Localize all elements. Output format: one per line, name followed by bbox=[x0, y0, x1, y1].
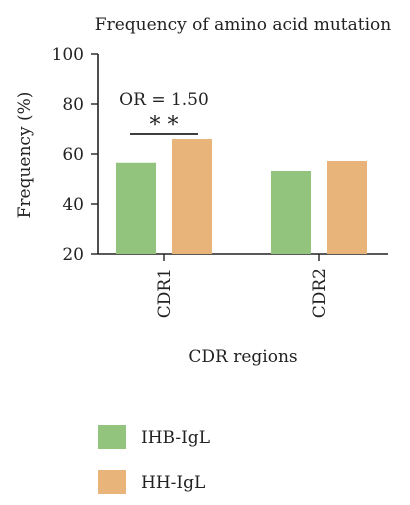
y-axis-label: Frequency (%) bbox=[15, 92, 35, 219]
y-tick-label: 40 bbox=[62, 195, 84, 215]
bar-ihb-igl-cdr2 bbox=[271, 171, 311, 254]
bar-hh-igl-cdr2 bbox=[327, 161, 367, 254]
legend-swatch-ihb-igl bbox=[98, 425, 126, 449]
legend-label-ihb-igl: IHB-IgL bbox=[141, 428, 210, 448]
y-tick-label: 60 bbox=[62, 145, 84, 165]
legend-label-hh-igl: HH-IgL bbox=[141, 473, 205, 493]
bar-hh-igl-cdr1 bbox=[172, 139, 212, 254]
x-tick-label-cdr2: CDR2 bbox=[310, 268, 330, 318]
odds-ratio-label: OR = 1.50 bbox=[119, 90, 209, 110]
y-tick-label: 80 bbox=[62, 95, 84, 115]
bar-ihb-igl-cdr1 bbox=[116, 162, 156, 254]
legend: IHB-IgL HH-IgL bbox=[98, 425, 210, 494]
significance-stars: * * bbox=[150, 113, 179, 138]
plot-area: 20 40 60 80 100 CDR1 CDR2 * * OR = 1.50 bbox=[52, 45, 388, 318]
chart-title: Frequency of amino acid mutation bbox=[95, 15, 391, 35]
legend-swatch-hh-igl bbox=[98, 470, 126, 494]
x-axis-label: CDR regions bbox=[188, 347, 297, 367]
y-tick-label: 100 bbox=[52, 45, 84, 65]
x-tick-label-cdr1: CDR1 bbox=[155, 268, 175, 318]
y-tick-label: 20 bbox=[62, 245, 84, 265]
